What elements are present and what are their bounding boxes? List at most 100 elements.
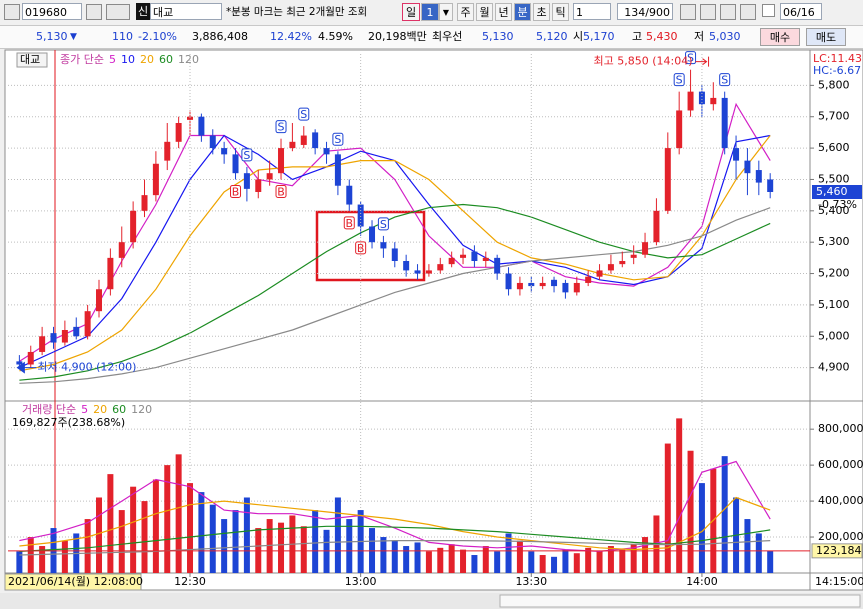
end-time-label: 14:15:00 [815,575,863,588]
candle-body [243,173,250,189]
candle-body [630,254,637,258]
start-time-box [4,573,142,591]
candle-body [414,270,421,274]
period-tab[interactable]: 월 [476,3,493,21]
period-tab[interactable]: 초 [533,3,550,21]
candle-body [73,326,80,337]
low-annotation: 최저 4,900 (12:00) [37,361,136,374]
buy-button[interactable]: 매수 [760,28,800,46]
tool-icon[interactable] [700,4,716,20]
volume-bar [562,549,569,573]
legend: 거래량 단순 5 20 60 120 [22,403,152,416]
volume-bar [516,540,523,573]
volume-bar [164,465,171,573]
candle-body [664,148,671,211]
amount: 20,198백만 [368,30,427,43]
tool-icon[interactable] [680,4,696,20]
period-tab[interactable]: 틱 [552,3,569,21]
moving-average [19,525,771,552]
volume-bar [391,540,398,573]
candle-body [380,242,387,249]
x-tick-label: 14:00 [686,575,718,588]
signal-label: B [232,185,240,198]
candle-body [755,170,762,183]
candle-body [539,282,546,287]
legend-entry: 10 [121,53,135,66]
signal-label: S [676,74,683,87]
candle-body [346,185,353,205]
candle-body [551,279,558,287]
candle-body [573,282,580,293]
x-tick-label: 13:00 [345,575,377,588]
candle-body [323,148,330,155]
volume-bar [755,533,762,573]
option-icon[interactable] [106,4,130,20]
axis-frame [809,49,863,591]
volume-bar [61,540,68,573]
y-tick-label: 600,000 [818,458,863,471]
candle-body [61,330,68,343]
date-box[interactable]: 06/16 [780,3,822,20]
y-tick-label: 200,000 [818,530,863,543]
open: 5,170 [583,30,615,43]
candle-body [767,179,774,192]
change-label: -0.73% [818,198,857,211]
volume-bar [380,537,387,573]
volume-bar [619,549,626,573]
search-icon[interactable] [86,4,102,20]
volume-bar [403,546,410,573]
low-arrow [16,361,37,374]
candle-body [687,91,694,111]
volume-bar [482,546,489,573]
volume-bar [425,551,432,573]
volume-bar [448,544,455,573]
candle-body [50,333,57,343]
signal-marker [275,184,287,198]
notice: *분봉 마크는 최근 2개월만 조회 [226,6,368,18]
candle-body [482,257,489,261]
name-input[interactable]: 대교 [150,3,222,20]
signal-marker [332,132,344,146]
sell-button[interactable]: 매도 [806,28,846,46]
hc-label: HC:-6.67 [813,64,861,77]
volume-bar [573,553,580,573]
candle-body [164,141,171,161]
candle-body [107,257,114,290]
checkbox[interactable] [762,4,775,17]
day-count[interactable]: 1 [421,3,439,21]
volume-bar [744,519,751,573]
candle-body [96,289,103,312]
volume-bar [551,556,558,573]
volume-bar [494,551,501,573]
dropdown-arrow[interactable]: ▼ [439,3,453,21]
volume-bar [300,526,307,573]
period-tab[interactable]: 주 [457,3,474,21]
period-tab[interactable]: 년 [495,3,512,21]
volume-bar [596,551,603,573]
interval-select[interactable]: 1 [573,3,611,20]
code-input[interactable]: 019680 [22,3,82,20]
tool-icon[interactable] [720,4,736,20]
scroll-controls[interactable] [499,594,861,608]
volume-bar [198,492,205,573]
volume-bar [96,497,103,573]
signal-label: S [687,52,694,65]
price: 5,130 [36,30,68,43]
change: 110 [112,30,133,43]
candle-body [505,273,512,290]
volume-bar [278,522,285,573]
count-box: 134/900 [617,3,673,20]
candle-body [676,110,683,149]
tool-icon[interactable] [740,4,756,20]
candle-body [16,361,23,365]
day-tab[interactable]: 일 [402,3,420,21]
y-tick-label: 4,900 [818,361,850,374]
period-tab[interactable]: 분 [514,3,531,21]
lc-label: LC:11.43 [813,52,862,65]
volume-bar [630,544,637,573]
menu-icon[interactable] [4,4,20,20]
candle-body [403,261,410,271]
volume-bar [187,483,194,573]
volume-bar [312,510,319,573]
